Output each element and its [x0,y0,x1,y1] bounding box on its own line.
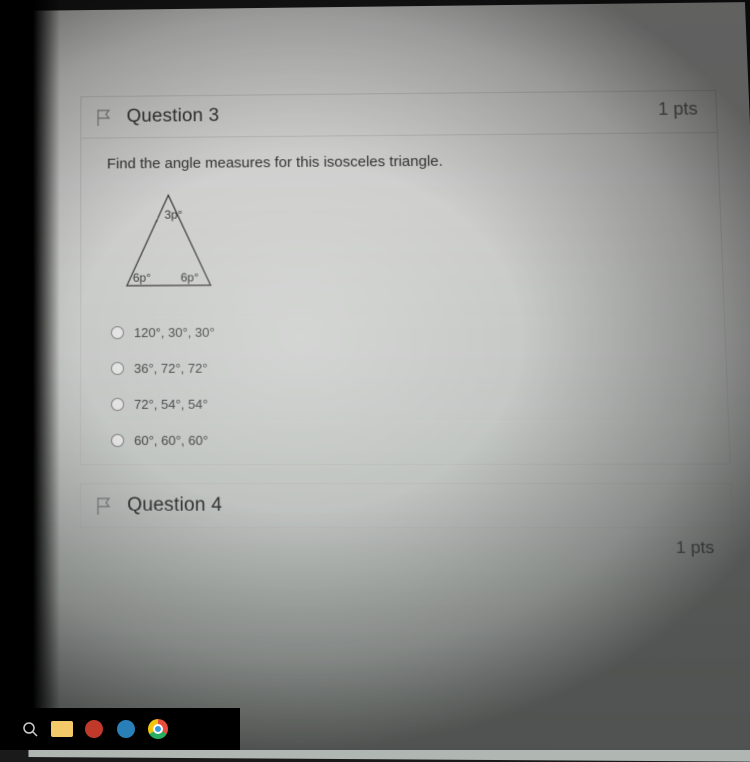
question-body: Find the angle measures for this isoscel… [81,133,730,464]
points-label: 1 pts [676,538,715,559]
taskbar [0,708,240,750]
option-label: 60°, 60°, 60° [134,433,208,448]
apex-angle-label: 3p° [164,208,182,222]
chrome-icon[interactable] [146,717,170,741]
app-icon[interactable] [82,717,106,741]
points-label: 1 pts [658,99,698,120]
flag-icon[interactable] [95,107,113,126]
folder-icon[interactable] [50,717,74,741]
bezel-left [0,0,60,750]
option-row[interactable]: 120°, 30°, 30° [107,312,703,350]
option-row[interactable]: 36°, 72°, 72° [107,348,704,386]
radio-icon[interactable] [111,362,124,375]
options-list: 120°, 30°, 30° 36°, 72°, 72° 72°, 54°, 5… [107,312,707,458]
base-left-angle-label: 6p° [133,271,151,285]
option-label: 120°, 30°, 30° [134,325,215,340]
app-icon[interactable] [114,717,138,741]
screen-surface: Question 3 1 pts Find the angle measures… [28,2,750,762]
option-row[interactable]: 60°, 60°, 60° [107,421,707,458]
question-title: Question 4 [127,494,222,516]
option-row[interactable]: 72°, 54°, 54° [107,384,705,422]
radio-icon[interactable] [111,434,124,447]
question-card-4: Question 4 1 pts [80,483,733,528]
base-right-angle-label: 6p° [181,270,199,284]
option-label: 72°, 54°, 54° [134,397,208,412]
flag-icon[interactable] [95,495,113,515]
option-label: 36°, 72°, 72° [134,361,208,376]
search-icon[interactable] [18,717,42,741]
question-prompt: Find the angle measures for this isoscel… [107,151,696,172]
triangle-figure: 3p° 6p° 6p° [109,187,229,301]
question-title: Question 3 [127,105,220,127]
question-card-3: Question 3 1 pts Find the angle measures… [80,90,731,465]
radio-icon[interactable] [111,398,124,411]
radio-icon[interactable] [111,326,124,339]
question-header: Question 3 1 pts [81,91,716,139]
